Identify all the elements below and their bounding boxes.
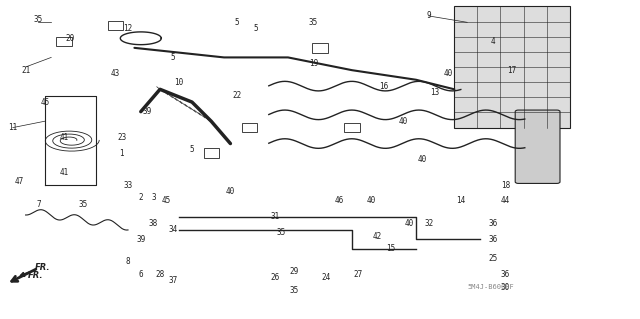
Text: 35: 35 [34, 15, 43, 24]
Text: 44: 44 [501, 197, 510, 205]
Text: 37: 37 [168, 276, 177, 285]
Text: 40: 40 [367, 197, 376, 205]
Text: 46: 46 [335, 197, 344, 205]
Bar [108, 21, 123, 30]
Text: 12: 12 [124, 24, 132, 33]
Bar [312, 43, 328, 53]
Text: 11: 11 [8, 123, 17, 132]
Text: FR.: FR. [20, 263, 51, 276]
Text: 17: 17 [508, 66, 516, 75]
Text: 1: 1 [119, 149, 124, 158]
Text: 16: 16 [380, 82, 388, 91]
Text: 24: 24 [322, 273, 331, 282]
Text: 40: 40 [405, 219, 414, 228]
Text: 14: 14 [456, 197, 465, 205]
Text: 32: 32 [424, 219, 433, 228]
Text: 36: 36 [488, 219, 497, 228]
Text: 9: 9 [426, 11, 431, 20]
Text: 21: 21 [21, 66, 30, 75]
Text: 35: 35 [79, 200, 88, 209]
FancyBboxPatch shape [515, 110, 560, 183]
Bar [56, 37, 72, 46]
Text: 45: 45 [162, 197, 171, 205]
Bar [454, 6, 570, 128]
Text: 43: 43 [111, 69, 120, 78]
Text: 19: 19 [309, 59, 318, 68]
Text: 3: 3 [151, 193, 156, 202]
Text: 5: 5 [189, 145, 195, 154]
Text: 30: 30 [501, 283, 510, 292]
Text: 20: 20 [66, 34, 75, 43]
Text: 35: 35 [277, 228, 286, 237]
Text: 18: 18 [501, 181, 510, 189]
Text: 40: 40 [226, 187, 235, 196]
Bar [204, 148, 219, 158]
Text: 5: 5 [234, 18, 239, 27]
Text: 4: 4 [490, 37, 495, 46]
Text: 28: 28 [156, 270, 164, 279]
Text: 23: 23 [117, 133, 126, 142]
Text: 33: 33 [124, 181, 132, 189]
Text: 36: 36 [501, 270, 510, 279]
Text: 38: 38 [149, 219, 158, 228]
Text: 35: 35 [290, 286, 299, 295]
Text: 22: 22 [232, 91, 241, 100]
Bar [242, 123, 257, 132]
Text: 31: 31 [271, 212, 280, 221]
Text: 45: 45 [40, 98, 49, 107]
Text: 36: 36 [488, 235, 497, 244]
Text: 39: 39 [136, 235, 145, 244]
Text: 41: 41 [60, 168, 68, 177]
Text: 15: 15 [386, 244, 395, 253]
Text: FR.: FR. [28, 271, 43, 280]
Text: 5: 5 [170, 53, 175, 62]
Text: 40: 40 [444, 69, 452, 78]
Text: 34: 34 [168, 225, 177, 234]
Text: 27: 27 [354, 270, 363, 279]
Text: 42: 42 [373, 232, 382, 241]
Text: 10: 10 [175, 78, 184, 87]
Text: 40: 40 [418, 155, 427, 164]
Text: 25: 25 [488, 254, 497, 263]
Text: 40: 40 [399, 117, 408, 126]
Text: 6: 6 [138, 270, 143, 279]
Bar [344, 123, 360, 132]
Text: 7: 7 [36, 200, 41, 209]
Text: 13: 13 [431, 88, 440, 97]
Text: 39: 39 [143, 107, 152, 116]
Text: 5M4J-B6000F: 5M4J-B6000F [467, 284, 514, 290]
Text: 47: 47 [15, 177, 24, 186]
Text: 2: 2 [138, 193, 143, 202]
Text: 29: 29 [290, 267, 299, 276]
Text: 5: 5 [253, 24, 259, 33]
Text: 8: 8 [125, 257, 131, 266]
Text: 41: 41 [60, 133, 68, 142]
Text: 35: 35 [309, 18, 318, 27]
Text: 26: 26 [271, 273, 280, 282]
